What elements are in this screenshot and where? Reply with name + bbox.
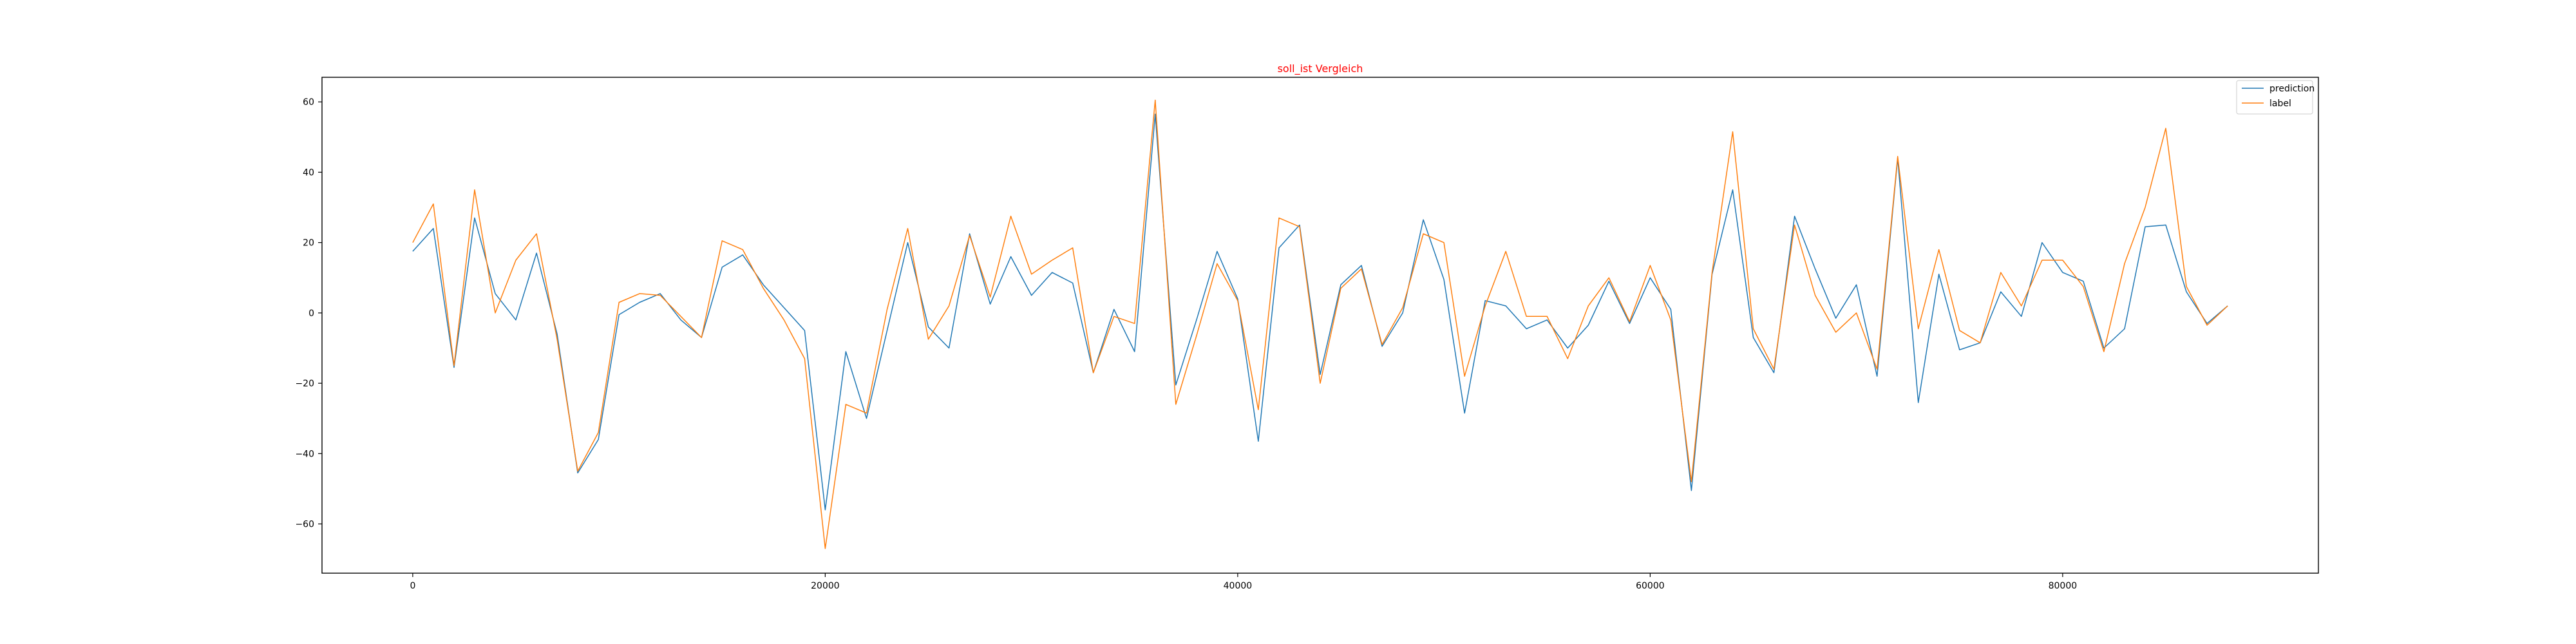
x-tick-label: 40000 [1224, 581, 1253, 591]
y-tick-label: −40 [295, 449, 314, 459]
y-tick-label: 0 [308, 308, 314, 319]
series-line-prediction [412, 113, 2228, 511]
x-axis: 0 20000 40000 60000 80000 [410, 573, 2077, 591]
y-tick-label: 20 [303, 238, 314, 249]
legend: prediction label [2236, 80, 2315, 115]
x-tick-label: 80000 [2049, 581, 2078, 591]
plot-area-frame [321, 77, 2319, 574]
legend-box [2236, 80, 2313, 115]
y-axis: −60 −40 −20 0 20 40 60 [295, 97, 322, 530]
y-tick-label: −20 [295, 379, 314, 389]
x-tick-label: 60000 [1636, 581, 1665, 591]
series-line-label [412, 99, 2228, 549]
y-tick-label: 60 [303, 97, 314, 108]
legend-label-prediction: prediction [2269, 84, 2315, 94]
series-lines [412, 99, 2228, 549]
chart-title: soll_ist Vergleich [1278, 62, 1363, 75]
legend-label-label: label [2269, 99, 2291, 109]
y-tick-label: −60 [295, 520, 314, 530]
x-tick-label: 0 [410, 581, 415, 591]
y-tick-label: 40 [303, 167, 314, 178]
x-tick-label: 20000 [811, 581, 840, 591]
